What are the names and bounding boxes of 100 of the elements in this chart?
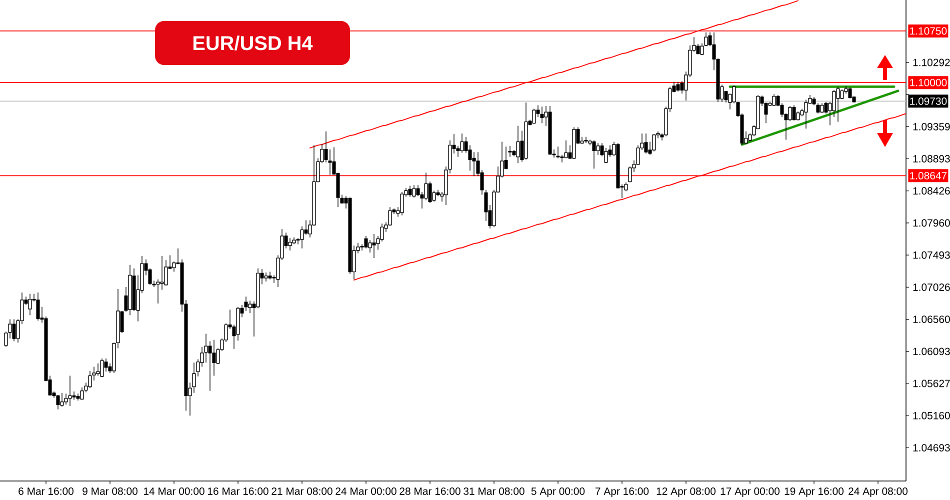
candlestick [628,166,632,182]
candlestick [676,82,680,92]
x-tick-label: 12 Apr 08:00 [656,488,716,497]
x-tick-label: 24 Mar 00:00 [336,488,396,495]
x-tick-label: 28 Mar 16:00 [400,488,460,495]
candlestick [36,292,40,322]
candlestick [300,226,304,249]
candlestick [796,111,800,120]
ref-line-label: 1.09730 [910,97,947,105]
y-tick-label: 1.06093 [913,348,950,356]
candlestick [60,392,64,408]
x-tick-label: 16 Mar 16:00 [208,488,268,495]
x-tick-label: 31 Mar 08:00 [464,488,524,495]
candlestick [456,146,460,158]
x-tick-label: 6 Mar 16:00 [18,488,74,495]
candlestick [244,296,248,312]
x-tick-label: 19 Apr 16:00 [784,488,844,497]
y-tick-label: 1.07493 [913,251,950,259]
candlestick [592,140,596,169]
candlestick [208,340,212,392]
y-tick-label: 1.05160 [913,412,950,420]
ref-line-label: 1.10000 [910,78,947,86]
candlestick [652,134,656,152]
y-tick-label: 1.08893 [913,155,950,162]
x-tick-label: 9 Mar 08:00 [82,488,138,495]
candlestick [204,333,208,363]
candlestick [164,260,168,286]
candlestick [436,190,440,196]
candlestick [416,184,420,196]
y-tick-label: 1.09359 [913,122,950,130]
candlestick [508,146,512,158]
x-tick-label: 14 Mar 00:00 [144,488,204,495]
candlestick [76,393,80,401]
candlestick [236,306,240,341]
candlestick [348,198,352,274]
candlestick [468,144,472,171]
x-tick-label: 24 Apr 08:00 [848,488,908,497]
candlestick [100,358,104,377]
x-tick-label: 5 Apr 00:00 [531,488,585,497]
candlestick [412,184,416,198]
candlestick [472,152,476,177]
candlestick [400,192,404,216]
x-tick-label: 7 Apr 16:00 [595,488,649,497]
candlestick [704,32,708,46]
candlestick [820,102,824,113]
candlestick [324,131,328,163]
candlestick [128,264,132,316]
candlestick [460,133,464,154]
candlestick [268,271,272,280]
candlestick [156,279,160,304]
y-tick-label: 1.07026 [913,284,950,291]
candlestick [804,99,808,130]
candlestick [256,268,260,309]
candlestick [388,206,392,226]
candlestick [816,102,820,114]
candlestick [288,238,292,251]
candlestick [696,44,700,54]
ref-line-label: 1.10750 [910,27,947,35]
candlestick [96,362,100,376]
candlestick [56,395,60,410]
candlestick [560,154,564,163]
ref-line-label: 1.08647 [910,172,947,180]
candlestick [408,185,412,198]
candlestick [836,86,840,122]
candlestick [540,106,544,124]
candlestick [372,234,376,258]
candlestick [380,223,384,242]
y-tick-label: 1.05627 [913,380,950,388]
candlestick [848,87,852,98]
text: EUR/USD H4 [193,36,313,50]
x-tick-label: 17 Apr 00:00 [720,488,780,497]
candlestick [840,89,844,99]
candlestick [160,256,164,290]
candlestick [636,144,640,165]
candlestick [88,370,92,388]
candlestick [364,236,368,249]
candlestick [72,391,76,400]
candlestick [132,268,136,312]
candlestick [68,375,72,406]
x-tick-label: 21 Mar 08:00 [272,488,332,495]
y-tick-label: 1.10292 [913,58,950,66]
candlestick [532,108,536,124]
candlestick [644,133,648,154]
candlestick [572,126,576,159]
candlestick [604,148,608,163]
candlestick [584,136,588,144]
candlestick [292,237,296,245]
candlestick [428,181,432,204]
candlestick [792,104,796,120]
candlestick [516,126,520,164]
candlestick [12,318,16,342]
candlestick [64,393,68,405]
candlestick [328,148,332,176]
candlestick [28,293,32,316]
y-tick-label: 1.06560 [913,316,950,323]
y-tick-label: 1.04693 [913,444,950,452]
candlestick [548,106,552,154]
candlestick [80,387,84,400]
candlestick [264,272,268,282]
candlestick [524,102,528,160]
